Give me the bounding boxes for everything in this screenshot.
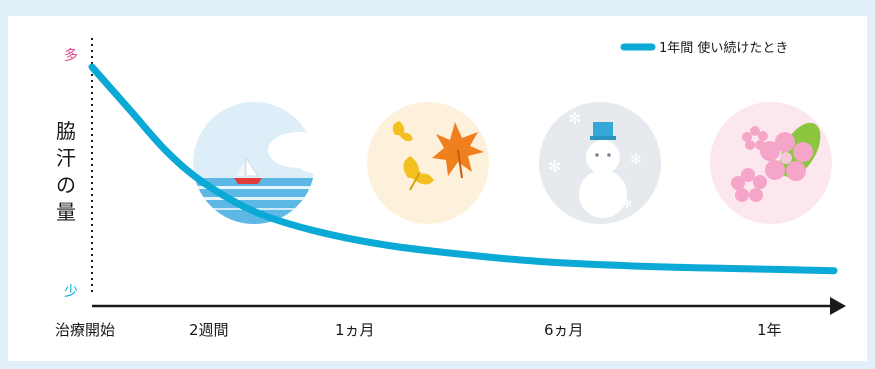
x-tick-label: 2週間 [189, 321, 229, 339]
x-tick-label: 1年 [757, 321, 782, 339]
y-high-label: 多 [64, 47, 78, 64]
legend-label: 1年間 使い続けたとき [659, 40, 788, 56]
y-axis-title-char: の [56, 173, 76, 197]
legend: 1年間 使い続けたとき [620, 40, 788, 56]
winter-snowman-icon: ✻ ✻ ✻ ✻ [539, 102, 661, 224]
spring-sakura-icon [710, 102, 832, 224]
y-axis-title-char: 脇 [56, 119, 76, 143]
autumn-leaves-icon [367, 102, 489, 224]
x-axis-arrow [830, 297, 846, 315]
y-axis-title-char: 汗 [56, 146, 76, 170]
summer-sea-icon [193, 102, 315, 224]
x-tick-labels: 治療開始 2週間 1ヵ月 6ヵ月 1年 [55, 321, 782, 339]
series-line [88, 63, 838, 275]
y-low-label: 少 [64, 284, 78, 300]
svg-text:✻: ✻ [622, 197, 632, 211]
y-axis-title-char: 量 [56, 200, 76, 224]
svg-text:✻: ✻ [548, 157, 561, 176]
x-tick-label: 6ヵ月 [544, 321, 584, 339]
x-tick-label: 1ヵ月 [335, 321, 375, 339]
svg-text:✻: ✻ [568, 109, 581, 128]
x-tick-label: 治療開始 [55, 321, 115, 339]
svg-text:✻: ✻ [630, 152, 642, 168]
